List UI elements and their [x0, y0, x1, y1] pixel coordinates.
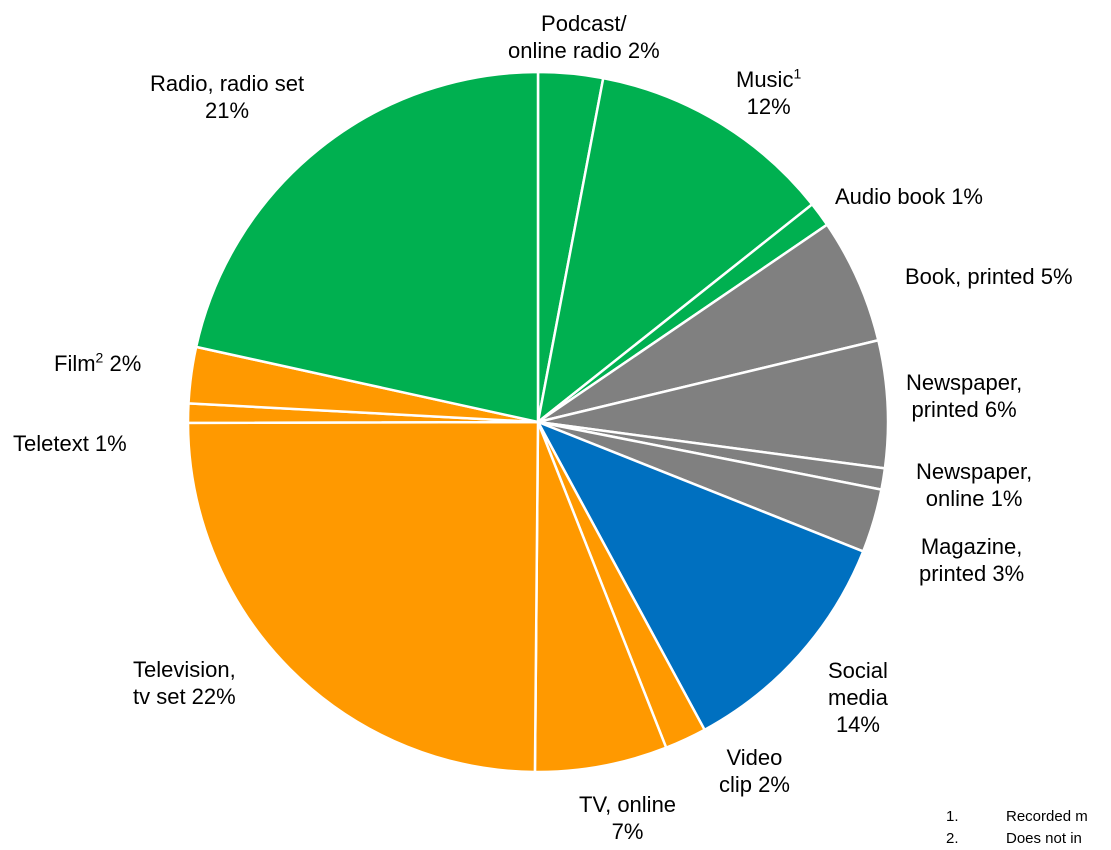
label-magazine-printed: Magazine, printed 3%	[919, 534, 1025, 586]
pie-slice-radio-radio-set	[194, 70, 540, 424]
label-newspaper-printed: Newspaper, printed 6%	[906, 370, 1023, 422]
pie-slice-newspaper-printed	[536, 338, 890, 470]
pie-slices	[186, 70, 890, 774]
label-film: Film2 2%	[54, 349, 142, 376]
footnotes: 1. Recorded m 2. Does not in	[946, 806, 1088, 850]
label-music: Music1 12%	[736, 65, 802, 119]
label-social-media: Social media 14%	[828, 658, 888, 737]
label-tv-online: TV, online 7%	[579, 792, 677, 844]
pie-slice-social-media	[536, 420, 865, 732]
label-teletext: Teletext 1%	[13, 431, 127, 456]
pie-slice-television-tv-set	[186, 420, 540, 774]
label-podcast: Podcast/ online radio 2%	[508, 11, 660, 63]
label-video-clip: Video clip 2%	[719, 745, 790, 797]
footnote-marker-1: 1	[793, 65, 802, 82]
pie-slice-music	[536, 76, 814, 424]
footnote-2: 2. Does not in	[946, 830, 1082, 847]
pie-slice-book-printed	[536, 223, 880, 424]
label-newspaper-online: Newspaper, online 1%	[916, 459, 1033, 511]
pie-slice-tv-online	[533, 420, 668, 774]
footnote-marker-2: 2	[95, 349, 104, 366]
label-television: Television, tv set 22%	[133, 657, 236, 709]
label-book-printed: Book, printed 5%	[905, 264, 1073, 289]
label-radio: Radio, radio set 21%	[150, 71, 305, 123]
footnote-1: 1. Recorded m	[946, 808, 1088, 825]
label-audio-book: Audio book 1%	[835, 184, 983, 209]
